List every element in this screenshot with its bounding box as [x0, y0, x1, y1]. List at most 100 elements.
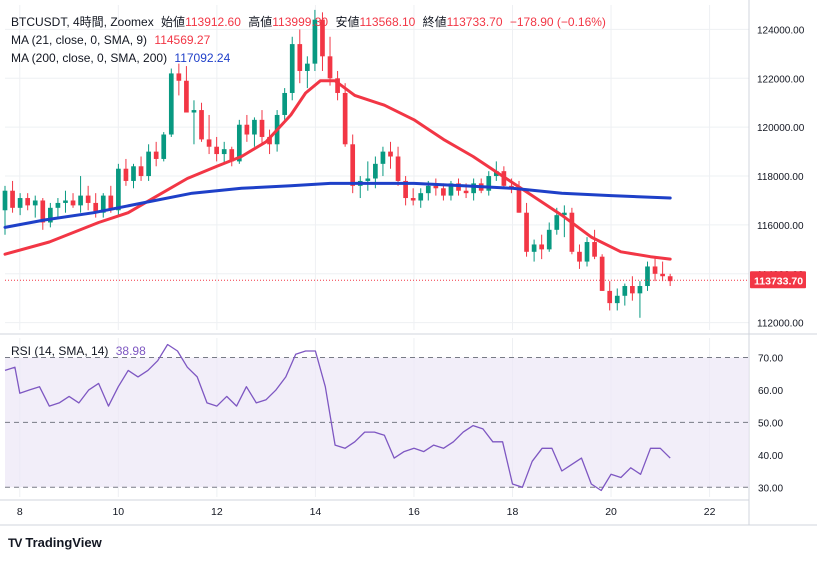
price-tick-label: 120000.00 — [757, 123, 805, 134]
ma21-legend[interactable]: MA (21, close, 0, SMA, 9) 114569.27 — [11, 33, 214, 47]
candle-body — [214, 146, 219, 155]
candle-body — [365, 178, 371, 181]
candle-body — [153, 151, 159, 159]
candle-body — [221, 149, 227, 155]
candle-body — [244, 124, 250, 135]
candle-body — [48, 207, 53, 223]
rsi-tick-label: 30.00 — [758, 483, 783, 494]
candle-body — [93, 202, 99, 213]
candle-body — [252, 119, 257, 135]
candle-body — [380, 151, 386, 164]
candle-body — [267, 136, 272, 145]
rsi-value: 38.98 — [115, 344, 146, 358]
rsi-tick-label: 50.00 — [758, 418, 783, 429]
candle-body — [410, 198, 416, 201]
open-value: 113912.60 — [185, 15, 241, 29]
candle-body — [433, 185, 439, 189]
time-tick-label: 8 — [17, 506, 23, 518]
candle-body — [463, 190, 469, 194]
candle-body — [123, 168, 129, 181]
ma200-label: MA (200, close, 0, SMA, 200) — [11, 51, 168, 65]
rsi-legend[interactable]: RSI (14, SMA, 14) 38.98 — [11, 344, 150, 358]
ma21-label: MA (21, close, 0, SMA, 9) — [11, 33, 148, 47]
candle-body — [667, 276, 673, 282]
candle-body — [524, 212, 529, 252]
candle-body — [259, 119, 265, 137]
candle-body — [85, 195, 91, 203]
candle-body — [592, 242, 597, 257]
candle-body — [55, 202, 61, 208]
candle-body — [486, 176, 492, 191]
candle-body — [388, 151, 393, 157]
time-tick-label: 22 — [704, 506, 716, 518]
candle-body — [289, 44, 295, 93]
symbol-label: BTCUSDT, 4時間, Zoomex — [11, 15, 154, 29]
low-label: 安値 — [335, 15, 360, 29]
candle-body — [184, 80, 189, 113]
candle-body — [100, 195, 106, 213]
candle-body — [78, 195, 83, 206]
high-label: 高値 — [248, 15, 273, 29]
candle-body — [10, 190, 15, 208]
low-value: 113568.10 — [359, 15, 416, 29]
candle-body — [471, 183, 476, 194]
tradingview-logo-icon: TV — [8, 535, 22, 550]
price-tick-label: 124000.00 — [757, 25, 805, 36]
candle-body — [282, 92, 288, 115]
close-value: 113733.70 — [446, 15, 503, 29]
candle-body — [335, 78, 340, 93]
rsi-label: RSI (14, SMA, 14) — [11, 344, 109, 358]
candle-body — [350, 144, 356, 186]
ma200-legend[interactable]: MA (200, close, 0, SMA, 200) 117092.24 — [11, 51, 234, 65]
candle-body — [652, 266, 658, 274]
candle-body — [373, 163, 378, 179]
candle-body — [320, 19, 325, 57]
candle-body — [630, 286, 635, 294]
candle-body — [577, 251, 582, 262]
price-tick-label: 116000.00 — [757, 221, 804, 232]
candle-body — [70, 200, 76, 206]
candle-body — [176, 73, 182, 81]
candle-body — [138, 166, 144, 177]
candle-body — [206, 139, 212, 147]
time-tick-label: 16 — [408, 506, 420, 518]
candle-body — [146, 151, 151, 177]
candle-body — [562, 212, 567, 216]
ma21-line — [3, 79, 672, 261]
candle-body — [63, 200, 68, 203]
candle-body — [116, 168, 121, 211]
rsi-tick-label: 70.00 — [758, 353, 783, 364]
candle-body — [546, 229, 552, 250]
tradingview-logo[interactable]: TV TradingView — [8, 535, 102, 550]
time-tick-label: 14 — [310, 506, 322, 518]
candle-body — [191, 110, 197, 113]
candle-body — [342, 92, 348, 145]
time-tick-label: 10 — [112, 506, 124, 518]
time-tick-label: 12 — [211, 506, 223, 518]
candle-body — [660, 273, 665, 277]
rsi-tick-label: 40.00 — [758, 451, 783, 462]
ma200-line — [3, 181, 672, 229]
candle-body — [32, 200, 38, 206]
candle-body — [584, 242, 590, 262]
candle-body — [607, 290, 613, 304]
candle-body — [236, 124, 242, 162]
candle-body — [161, 134, 167, 159]
candle-body — [425, 185, 431, 194]
candle-body — [614, 295, 620, 304]
candle-body — [569, 212, 575, 252]
candle-body — [554, 215, 560, 230]
price-tick-label: 122000.00 — [757, 74, 805, 85]
candle-body — [622, 286, 628, 296]
tradingview-brand: TradingView — [25, 535, 102, 550]
candle-body — [108, 195, 114, 211]
ma21-value: 114569.27 — [154, 33, 211, 47]
candle-body — [395, 156, 401, 181]
candle-body — [418, 193, 424, 201]
candle-body — [403, 180, 408, 199]
high-value: 113999.30 — [272, 15, 329, 29]
open-label: 始値 — [161, 15, 186, 29]
ohlc-legend: BTCUSDT, 4時間, Zoomex 始値113912.60 高値11399… — [11, 13, 610, 30]
